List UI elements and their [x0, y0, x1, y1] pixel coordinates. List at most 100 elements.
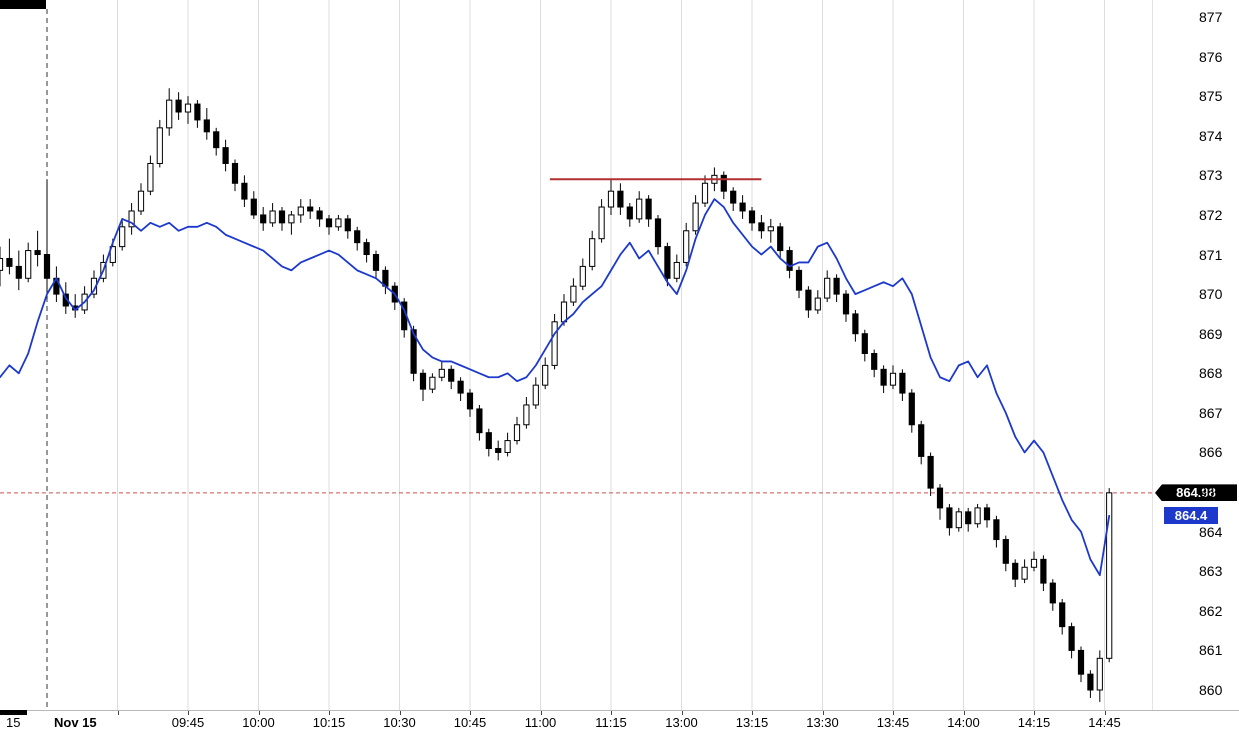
candle-body — [1049, 582, 1056, 604]
candle-body — [946, 507, 953, 529]
candle-body — [203, 119, 210, 133]
candle-body — [1077, 649, 1085, 675]
candle-body — [448, 368, 455, 382]
candle-body — [222, 147, 229, 164]
time-tick — [1104, 711, 1106, 715]
candle-body — [955, 511, 962, 529]
candle-body — [231, 162, 239, 184]
candle-body — [532, 384, 539, 406]
candle-body — [184, 103, 192, 113]
candle-body — [34, 250, 41, 256]
candle-body — [495, 448, 502, 453]
time-tick-label: 15 — [6, 715, 21, 730]
overlay-value: 864.4 — [1174, 508, 1208, 524]
candle-body — [137, 190, 145, 212]
candle-body — [833, 277, 840, 295]
time-tick — [470, 711, 471, 715]
axis-left-marker — [0, 710, 27, 715]
candle-body — [128, 210, 135, 228]
candle-body — [1012, 562, 1019, 580]
candle-body — [814, 297, 821, 311]
time-tick-label: 14:00 — [947, 715, 980, 730]
candle-body — [363, 242, 370, 256]
candle-body — [720, 174, 727, 192]
candle-body — [927, 455, 934, 489]
candle-body — [316, 210, 323, 220]
candle-body — [1087, 673, 1094, 691]
candle-body — [918, 424, 925, 457]
candle-body — [15, 265, 22, 279]
candle-body — [325, 218, 333, 228]
overlay-line — [0, 198, 1111, 577]
time-tick — [681, 711, 683, 715]
price-axis[interactable]: 864.98 864.4 877 876 875 874 873 872 871 870 869… — [1152, 0, 1239, 710]
candle-body — [899, 372, 906, 394]
candle-body — [664, 246, 671, 279]
price-tick-label: 873 — [1199, 167, 1223, 184]
candle-body — [861, 333, 868, 354]
price-tick-label: 866 — [1199, 444, 1223, 461]
candle-body — [241, 182, 248, 200]
candle-body — [0, 257, 4, 271]
last-price-value: 864.98 — [1176, 485, 1216, 501]
overlay-value-tag: 864.4 — [1164, 507, 1218, 525]
candle-body — [551, 321, 558, 366]
candle-body — [589, 238, 596, 267]
price-tick-label: 877 — [1199, 9, 1223, 25]
time-tick — [540, 711, 542, 715]
candle-body — [965, 511, 972, 525]
candle-body — [457, 380, 464, 394]
candle-body — [542, 364, 549, 386]
candle-body — [504, 440, 511, 453]
price-tick-label: 876 — [1199, 48, 1223, 65]
candle-body — [1040, 558, 1047, 584]
time-tick-label: 10:00 — [242, 715, 275, 730]
price-tick-label: 874 — [1199, 127, 1223, 144]
time-tick-label: 09:45 — [171, 715, 205, 730]
time-tick — [893, 711, 894, 715]
candle-body — [645, 198, 652, 220]
candle-body — [43, 254, 51, 279]
candle-body — [194, 103, 201, 121]
price-tick-label: 867 — [1199, 404, 1223, 421]
candle-body — [692, 202, 699, 232]
candle-body — [842, 293, 850, 315]
edge-marker — [0, 0, 46, 9]
time-tick — [963, 711, 965, 715]
time-tick-label: 10:15 — [312, 715, 346, 730]
time-tick-label: 14:45 — [1088, 715, 1121, 730]
time-tick — [329, 711, 330, 715]
candle-body — [626, 206, 633, 220]
time-axis[interactable]: 15 Nov 15 09:45 10:00 10:15 10:30 10:45 11:00 11… — [0, 710, 1239, 734]
candle-body — [748, 210, 756, 224]
time-tick-label: 11:15 — [595, 715, 627, 730]
candle-body — [767, 226, 774, 232]
candle-body — [166, 99, 173, 129]
candle-body — [880, 368, 887, 386]
candle-body — [1021, 566, 1028, 580]
candle-body — [607, 190, 615, 208]
candle-body — [598, 206, 605, 240]
candle-body — [654, 218, 662, 248]
chart-area[interactable] — [0, 0, 1152, 710]
price-tick-label: 865 — [1199, 484, 1223, 501]
candle-body — [260, 214, 267, 224]
price-tick-label: 870 — [1199, 286, 1223, 303]
candle-body — [156, 127, 163, 164]
candle-body — [871, 352, 878, 370]
candle-body — [147, 162, 154, 192]
price-tick-label: 860 — [1199, 681, 1223, 698]
time-tick-label: 10:30 — [383, 715, 416, 730]
candle-body — [730, 190, 737, 204]
candle-body — [617, 190, 624, 208]
candle-body — [560, 301, 568, 323]
candle-body — [993, 519, 1000, 541]
candle-body — [1030, 558, 1038, 568]
candle-body — [852, 313, 859, 335]
candle-body — [278, 210, 286, 224]
candle-body — [25, 250, 32, 279]
candle-body — [889, 372, 897, 386]
price-chart-canvas[interactable] — [0, 0, 1152, 710]
candle-body — [824, 277, 831, 299]
candle-body — [1096, 657, 1103, 691]
